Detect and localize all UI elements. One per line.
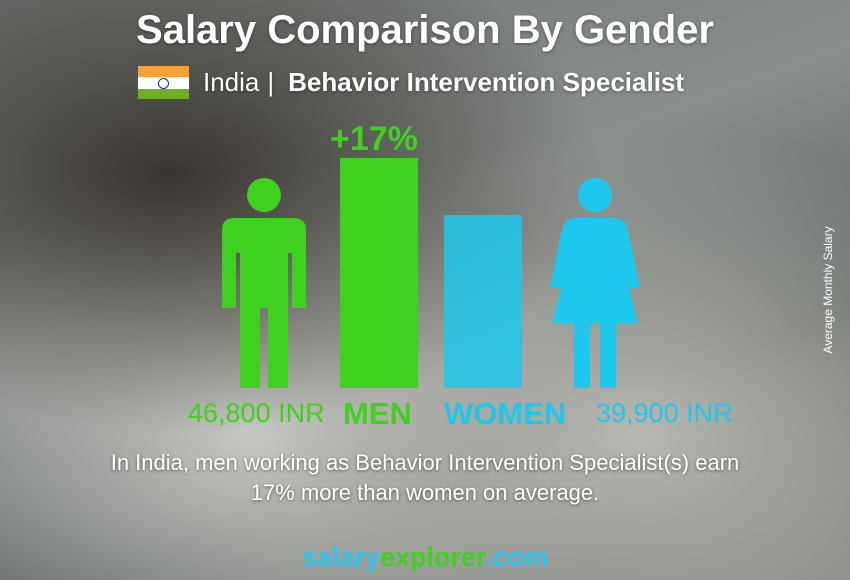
men-salary: 46,800 INR bbox=[188, 398, 325, 428]
subtitle: India | Behavior Intervention Specialist bbox=[138, 66, 684, 99]
brand-logo[interactable]: salaryexplorer.com bbox=[0, 542, 850, 573]
bar-men bbox=[340, 158, 418, 388]
india-flag-icon bbox=[138, 66, 189, 99]
description-line: 17% more than women on average. bbox=[250, 480, 600, 505]
description-line: In India, men working as Behavior Interv… bbox=[110, 450, 740, 475]
description: In India, men working as Behavior Interv… bbox=[0, 448, 850, 508]
brand-part: explorer bbox=[379, 542, 486, 572]
brand-part: .com bbox=[485, 542, 549, 572]
page-title: Salary Comparison By Gender bbox=[136, 8, 714, 52]
job-title: Behavior Intervention Specialist bbox=[288, 67, 685, 97]
women-label: WOMEN bbox=[444, 396, 567, 431]
female-person-icon bbox=[550, 178, 640, 388]
country: India bbox=[203, 67, 260, 97]
separator: | bbox=[267, 67, 275, 97]
male-person-icon bbox=[222, 178, 306, 388]
women-salary: 39,900 INR bbox=[596, 398, 733, 428]
men-label: MEN bbox=[343, 396, 412, 431]
difference-label: +17% bbox=[330, 120, 418, 158]
bar-women bbox=[444, 215, 522, 388]
brand-part: salary bbox=[301, 542, 380, 572]
y-axis-label: Average Monthly Salary bbox=[821, 226, 835, 354]
